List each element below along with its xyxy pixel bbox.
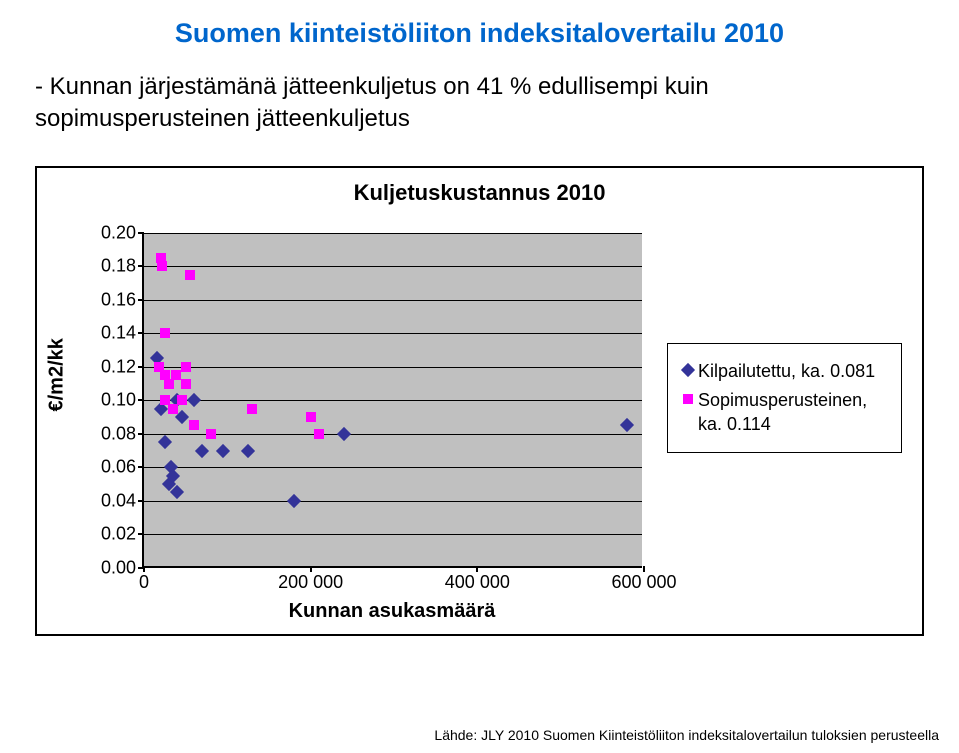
gridline <box>144 233 642 234</box>
y-tick-label: 0.18 <box>101 256 136 277</box>
gridline <box>144 367 642 368</box>
square-marker <box>181 379 191 389</box>
square-marker <box>185 270 195 280</box>
gridline <box>144 266 642 267</box>
gridline <box>144 534 642 535</box>
square-marker <box>206 429 216 439</box>
y-tick-label: 0.10 <box>101 390 136 411</box>
y-tick-mark <box>138 265 144 267</box>
square-marker <box>160 328 170 338</box>
gridline <box>144 501 642 502</box>
square-marker <box>171 370 181 380</box>
x-tick-label: 400 000 <box>445 572 510 593</box>
square-marker <box>306 412 316 422</box>
y-tick-mark <box>138 399 144 401</box>
subtitle: - Kunnan järjestämänä jätteenkuljetus on… <box>0 49 959 136</box>
chart-container: Kuljetuskustannus 2010 €/m2/kk 0.000.020… <box>35 166 924 636</box>
square-marker <box>177 395 187 405</box>
x-axis-label: Kunnan asukasmäärä <box>142 600 642 623</box>
diamond-marker <box>158 435 172 449</box>
y-tick-mark <box>138 332 144 334</box>
legend-item: Sopimusperusteinen, ka. 0.114 <box>678 389 887 436</box>
legend: Kilpailutettu, ka. 0.081 Sopimusperustei… <box>667 343 902 453</box>
y-tick-mark <box>138 500 144 502</box>
square-marker <box>181 362 191 372</box>
y-tick-label: 0.16 <box>101 289 136 310</box>
diamond-marker <box>241 443 255 457</box>
plot-wrap: 0.000.020.040.060.080.100.120.140.160.18… <box>142 233 642 568</box>
square-marker <box>314 429 324 439</box>
y-tick-label: 0.06 <box>101 457 136 478</box>
square-marker <box>157 261 167 271</box>
y-tick-mark <box>138 533 144 535</box>
diamond-marker <box>187 393 201 407</box>
y-tick-label: 0.00 <box>101 557 136 578</box>
diamond-marker <box>620 418 634 432</box>
diamond-icon <box>681 363 695 377</box>
y-tick-mark <box>138 232 144 234</box>
y-axis-label: €/m2/kk <box>46 338 69 411</box>
chart-title: Kuljetuskustannus 2010 <box>37 168 922 206</box>
diamond-marker <box>216 443 230 457</box>
y-tick-label: 0.04 <box>101 490 136 511</box>
y-tick-mark <box>138 299 144 301</box>
gridline <box>144 300 642 301</box>
square-marker <box>247 404 257 414</box>
gridline <box>144 333 642 334</box>
plot-area: 0.000.020.040.060.080.100.120.140.160.18… <box>142 233 642 568</box>
y-tick-label: 0.14 <box>101 323 136 344</box>
gridline <box>144 400 642 401</box>
x-tick-label: 200 000 <box>278 572 343 593</box>
gridline <box>144 467 642 468</box>
page-title: Suomen kiinteistöliiton indeksitaloverta… <box>0 0 959 49</box>
x-tick-label: 600 000 <box>611 572 676 593</box>
gridline <box>144 434 642 435</box>
legend-item: Kilpailutettu, ka. 0.081 <box>678 360 887 383</box>
legend-label: Kilpailutettu, ka. 0.081 <box>698 360 875 383</box>
diamond-marker <box>195 443 209 457</box>
y-tick-label: 0.08 <box>101 423 136 444</box>
diamond-marker <box>337 427 351 441</box>
y-tick-mark <box>138 433 144 435</box>
x-tick-label: 0 <box>139 572 149 593</box>
y-tick-mark <box>138 466 144 468</box>
y-tick-label: 0.12 <box>101 356 136 377</box>
square-marker <box>189 420 199 430</box>
square-icon <box>683 394 693 404</box>
legend-label: Sopimusperusteinen, ka. 0.114 <box>698 389 887 436</box>
y-tick-mark <box>138 366 144 368</box>
y-tick-label: 0.20 <box>101 222 136 243</box>
y-tick-label: 0.02 <box>101 524 136 545</box>
source-text: Lähde: JLY 2010 Suomen Kiinteistöliiton … <box>434 727 939 743</box>
diamond-marker <box>287 494 301 508</box>
